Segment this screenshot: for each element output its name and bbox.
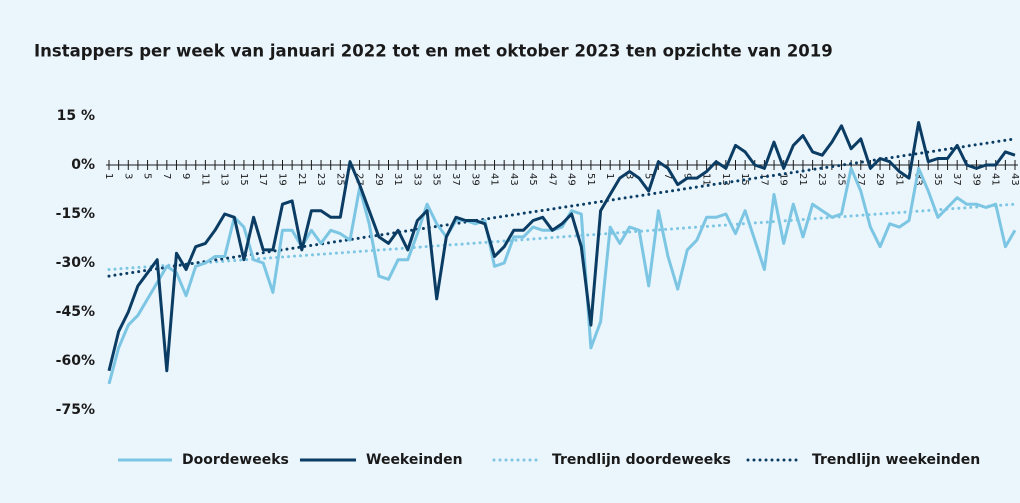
x-tick-label: 13 — [720, 173, 731, 186]
x-tick-label: 43 — [1009, 173, 1020, 186]
x-tick-label: 21 — [296, 173, 307, 186]
x-tick-label: 39 — [469, 173, 480, 186]
x-tick-label: 1 — [103, 173, 114, 179]
x-tick-label: 11 — [199, 173, 210, 186]
x-tick-label: 33 — [411, 173, 422, 186]
data-line — [107, 121, 1016, 373]
x-tick-label: 13 — [219, 173, 230, 186]
legend-label: Weekeinden — [366, 452, 463, 468]
x-tick-label: 25 — [334, 173, 345, 186]
x-tick-label: 7 — [662, 173, 673, 179]
x-tick-label: 29 — [874, 173, 885, 186]
x-tick-label: 5 — [643, 173, 654, 179]
x-tick-label: 51 — [585, 173, 596, 186]
x-tick-label: 23 — [315, 173, 326, 186]
y-tick-label: -60% — [56, 353, 95, 369]
y-tick-label: 0% — [71, 157, 95, 173]
x-tick-label: 9 — [681, 173, 692, 179]
x-tick-label: 27 — [354, 173, 365, 186]
x-tick-label: 37 — [951, 173, 962, 186]
legend-label: Doordeweeks — [182, 452, 289, 468]
x-tick-label: 23 — [816, 173, 827, 186]
x-tick-label: 39 — [970, 173, 981, 186]
x-tick-label: 43 — [508, 173, 519, 186]
x-tick-label: 17 — [257, 173, 268, 186]
y-tick-label: -75% — [56, 402, 95, 418]
x-tick-label: 7 — [161, 173, 172, 179]
x-tick-label: 41 — [489, 173, 500, 186]
x-tick-label: 19 — [276, 173, 287, 186]
x-tick-label: 11 — [701, 173, 712, 186]
x-tick-label: 31 — [893, 173, 904, 186]
x-tick-label: 17 — [758, 173, 769, 186]
chart-title: Instappers per week van januari 2022 tot… — [34, 42, 833, 61]
x-tick-label: 9 — [180, 173, 191, 179]
x-tick-label: 3 — [122, 173, 133, 179]
x-tick-label: 45 — [527, 173, 538, 186]
x-tick-label: 1 — [604, 173, 615, 179]
x-tick-label: 33 — [913, 173, 924, 186]
x-tick-label: 37 — [450, 173, 461, 186]
x-tick-label: 19 — [778, 173, 789, 186]
x-tick-label: 49 — [566, 173, 577, 186]
x-tick-label: 3 — [623, 173, 634, 179]
x-tick-label: 31 — [392, 173, 403, 186]
legend-label: Trendlijn weekeinden — [812, 452, 980, 468]
y-tick-label: -45% — [56, 304, 95, 320]
x-tick-label: 47 — [546, 173, 557, 186]
legend-label: Trendlijn doordeweeks — [552, 452, 731, 468]
x-tick-label: 5 — [142, 173, 153, 179]
x-tick-label: 41 — [990, 173, 1001, 186]
y-tick-label: -30% — [56, 255, 95, 271]
x-tick-label: 25 — [836, 173, 847, 186]
x-tick-label: 15 — [238, 173, 249, 186]
x-tick-label: 29 — [373, 173, 384, 186]
y-tick-label: 15 % — [57, 108, 95, 124]
trendline — [107, 202, 1017, 272]
y-tick-label: -15% — [56, 206, 95, 222]
x-tick-label: 35 — [932, 173, 943, 186]
x-tick-label: 27 — [855, 173, 866, 186]
x-tick-label: 21 — [797, 173, 808, 186]
x-tick-label: 35 — [431, 173, 442, 186]
data-line — [107, 166, 1017, 385]
